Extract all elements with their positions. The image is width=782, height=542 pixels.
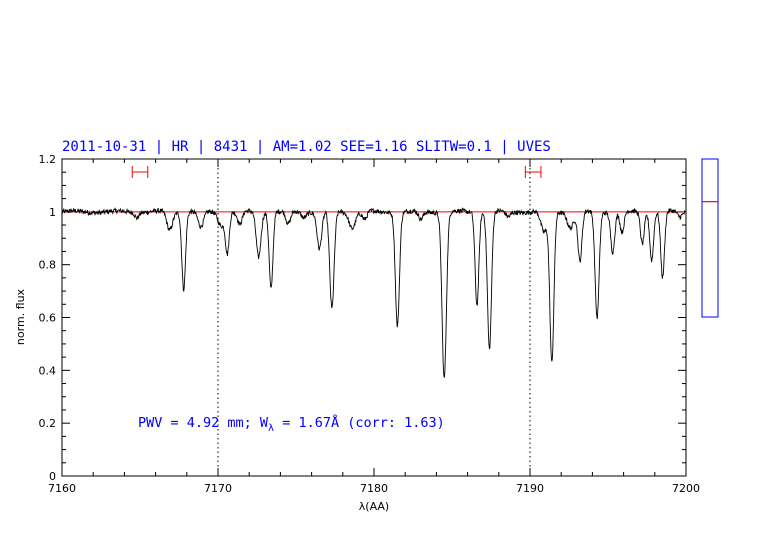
y-axis-label: norm. flux [14, 288, 27, 345]
y-tick-label: 0.6 [39, 312, 57, 325]
x-tick-label: 7170 [204, 482, 232, 495]
y-tick-label: 0.2 [39, 417, 57, 430]
y-tick-label: 0.4 [39, 364, 57, 377]
x-tick-label: 7190 [516, 482, 544, 495]
pwv-annotation: PWV = 4.92 mm; Wλ = 1.67Å (corr: 1.63) [138, 414, 445, 434]
plot-area [61, 158, 687, 477]
y-tick-label: 1 [49, 206, 56, 219]
x-tick-label: 7200 [672, 482, 700, 495]
y-tick-label: 0.8 [39, 259, 57, 272]
x-tick-label: 7180 [360, 482, 388, 495]
chart-title: 2011-10-31 | HR | 8431 | AM=1.02 SEE=1.1… [62, 139, 551, 155]
axis-ticks [61, 158, 687, 477]
x-axis-label: λ(AA) [359, 500, 389, 513]
spectrum-series [61, 206, 687, 378]
side-scale-indicator [701, 158, 719, 318]
x-tick-label: 7160 [48, 482, 76, 495]
y-tick-label: 1.2 [39, 153, 57, 166]
y-tick-labels: 0 0.2 0.4 0.6 0.8 1 1.2 [39, 153, 57, 483]
reference-lines [217, 159, 531, 476]
x-tick-labels: 7160 7170 7180 7190 7200 [48, 482, 700, 495]
y-tick-label: 0 [49, 470, 56, 483]
continuum-windows [131, 166, 542, 178]
side-scale-frame [701, 158, 719, 318]
